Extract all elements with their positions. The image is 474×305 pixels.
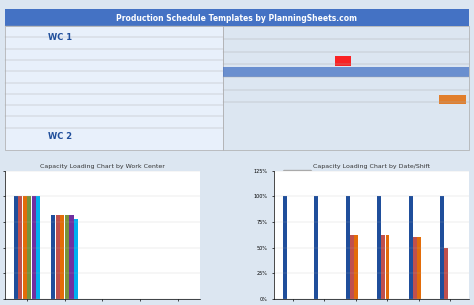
Bar [335, 56, 351, 66]
Bar [5, 26, 223, 150]
Bar [18, 196, 22, 299]
Bar [51, 215, 55, 299]
Bar [23, 196, 27, 299]
Bar [223, 67, 469, 77]
Text: Production Schedule Templates by PlanningSheets.com: Production Schedule Templates by Plannin… [117, 14, 357, 23]
Bar [65, 215, 69, 299]
Bar [60, 215, 64, 299]
Title: Capacity Loading Chart by Date/Shift: Capacity Loading Chart by Date/Shift [313, 164, 430, 169]
Title: Capacity Loading Chart by Work Center: Capacity Loading Chart by Work Center [40, 164, 165, 169]
Bar [413, 237, 417, 299]
Bar [417, 237, 421, 299]
Bar [74, 219, 78, 299]
Bar [36, 196, 40, 299]
Bar [283, 196, 287, 299]
Bar [14, 196, 18, 299]
Text: WC 1: WC 1 [48, 33, 73, 42]
Bar [27, 196, 31, 299]
Bar [439, 95, 453, 104]
Bar [69, 215, 73, 299]
Bar [409, 196, 412, 299]
Bar [5, 9, 469, 26]
Bar [382, 235, 385, 299]
Bar [314, 196, 318, 299]
Bar [453, 95, 466, 104]
Bar [385, 235, 389, 299]
Bar [444, 248, 448, 299]
Bar [377, 196, 381, 299]
Bar [354, 235, 358, 299]
Bar [56, 215, 60, 299]
Legend: F1 Avail., F1 Suppl., F2-Suppl., G-Suppl., E1 Suppl., F1 Suppl.: F1 Avail., F1 Suppl., F2-Suppl., G-Suppl… [283, 170, 311, 204]
Bar [32, 196, 36, 299]
Text: WC 2: WC 2 [48, 132, 73, 141]
Bar [346, 196, 350, 299]
Bar [440, 196, 444, 299]
Bar [223, 26, 469, 150]
Bar [350, 235, 354, 299]
